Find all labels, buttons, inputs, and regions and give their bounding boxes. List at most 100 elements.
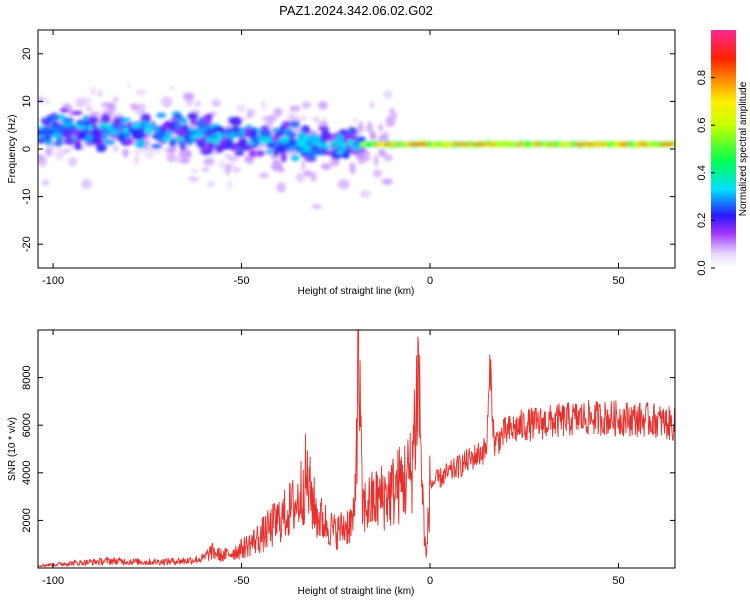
spectrogram-cell xyxy=(90,86,97,96)
spectrogram-cell xyxy=(378,123,384,132)
snr-y-tick-label: 4000 xyxy=(21,461,33,485)
spectrogram-cell xyxy=(179,148,190,159)
spectrogram-cell xyxy=(189,119,199,126)
spectrogram-cell xyxy=(117,135,126,142)
spectrogram-cell xyxy=(488,142,496,146)
spectrogram-cell xyxy=(261,127,268,132)
spectrogram-cell xyxy=(228,156,239,162)
colorbar-tick-label: 0.8 xyxy=(696,70,708,85)
spectrogram-cell xyxy=(212,126,225,133)
spectrogram-cell xyxy=(113,97,118,102)
spectrogram-cell xyxy=(144,147,155,159)
spectrogram-cell xyxy=(61,121,71,127)
spectrogram-cell xyxy=(182,92,195,101)
spectrogram-cell xyxy=(573,142,584,146)
spectrogram-cell xyxy=(70,110,83,116)
snr-x-tick-label: -50 xyxy=(234,575,250,587)
spectrogram-cell xyxy=(135,89,147,96)
spectrogram-cell xyxy=(301,159,306,172)
spectrogram-cell xyxy=(297,138,307,144)
spectrogram-cell xyxy=(251,109,256,117)
snr-x-tick-label: 50 xyxy=(612,575,624,587)
snr-x-label: Height of straight line (km) xyxy=(298,586,415,597)
spectrogram-cell xyxy=(311,203,322,210)
spectrogram-cell xyxy=(301,101,312,109)
spectrogram-cell xyxy=(284,150,294,156)
spectrogram-cell xyxy=(183,133,194,141)
spectrogram-cell xyxy=(273,108,283,116)
spectrogram-cell xyxy=(68,106,74,118)
spectrogram-cell xyxy=(155,128,161,133)
spectrogram-cell xyxy=(316,141,324,148)
spectrogram-cell xyxy=(50,114,59,122)
spectrogram-cell xyxy=(107,109,115,118)
spectrogram-cell xyxy=(618,142,630,146)
spectrogram-cell xyxy=(279,136,290,143)
spectrogram-cell xyxy=(44,98,51,104)
spectrogram-cell xyxy=(231,127,242,132)
spectrogram-cell xyxy=(191,168,199,174)
spectrogram-cell xyxy=(276,182,286,193)
spectrogram-cell xyxy=(234,151,245,157)
spectrogram-x-label: Height of straight line (km) xyxy=(298,286,415,297)
spectrogram-cell xyxy=(223,153,229,159)
spectrogram-cell xyxy=(307,156,317,161)
colorbar-label: Normalized spectral amplitude xyxy=(738,81,749,216)
spectrogram-x-tick-label: -100 xyxy=(42,275,64,287)
spectrogram-cell xyxy=(256,150,265,157)
spectrogram-cell xyxy=(194,100,201,107)
spectrogram-cell xyxy=(91,136,100,145)
spectrogram-cell xyxy=(260,129,272,137)
spectrogram-cell xyxy=(335,143,340,147)
spectrogram-cell xyxy=(201,145,210,152)
spectrogram-cell xyxy=(301,146,312,153)
spectrogram-cell xyxy=(135,127,143,134)
spectrogram-cell xyxy=(377,148,386,154)
spectrogram-cell xyxy=(280,152,287,163)
spectrogram-cell xyxy=(231,116,242,127)
spectrogram-cell xyxy=(53,140,64,147)
spectrogram-cell xyxy=(131,123,138,129)
spectrogram-image xyxy=(38,83,675,210)
spectrogram-cell xyxy=(349,162,356,175)
spectrogram-cell xyxy=(95,143,107,153)
spectrogram-cell xyxy=(323,142,329,148)
spectrogram-cell xyxy=(73,128,81,133)
spectrogram-cell xyxy=(310,149,323,156)
spectrogram-cell xyxy=(264,137,271,142)
spectrogram-cell xyxy=(638,142,648,146)
spectrogram-cell xyxy=(342,142,347,149)
spectrogram-y-tick-label: -10 xyxy=(21,189,33,205)
spectrogram-cell xyxy=(81,96,92,107)
spectrogram-cell xyxy=(54,149,65,160)
spectrogram-cell xyxy=(71,134,77,141)
spectrogram-cell xyxy=(175,155,181,164)
spectrogram-cell xyxy=(174,136,185,142)
colorbar-ticks: 0.0 0.2 0.4 0.6 0.8 xyxy=(696,70,715,276)
spectrogram-cell xyxy=(382,131,389,143)
spectrogram-cell xyxy=(206,181,215,188)
spectrogram-cell xyxy=(46,114,53,125)
snr-frame xyxy=(37,329,676,569)
spectrogram-cell xyxy=(38,125,44,129)
spectrogram-cell xyxy=(188,176,200,182)
snr-y-tick-label: 8000 xyxy=(21,365,33,389)
spectrogram-cell xyxy=(533,142,543,146)
spectrogram-cell xyxy=(166,152,177,163)
spectrogram-cell xyxy=(515,142,525,146)
spectrogram-y-tick-label: 20 xyxy=(21,48,33,60)
spectrogram-cell xyxy=(169,85,176,90)
spectrogram-cell xyxy=(369,101,375,108)
spectrogram-x-tick-label: -50 xyxy=(234,275,250,287)
spectrogram-cell xyxy=(374,154,379,167)
spectrogram-cell xyxy=(181,124,190,134)
spectrogram-cell xyxy=(332,145,337,150)
spectrogram-cell xyxy=(246,141,256,145)
spectrogram-cell xyxy=(258,172,270,179)
spectrogram-cell xyxy=(337,178,350,190)
spectrogram-cell xyxy=(283,128,294,137)
snr-y-label: SNR (10 * v/v) xyxy=(7,417,18,481)
spectrogram-cell xyxy=(245,127,252,137)
spectrogram-cell xyxy=(180,118,188,125)
